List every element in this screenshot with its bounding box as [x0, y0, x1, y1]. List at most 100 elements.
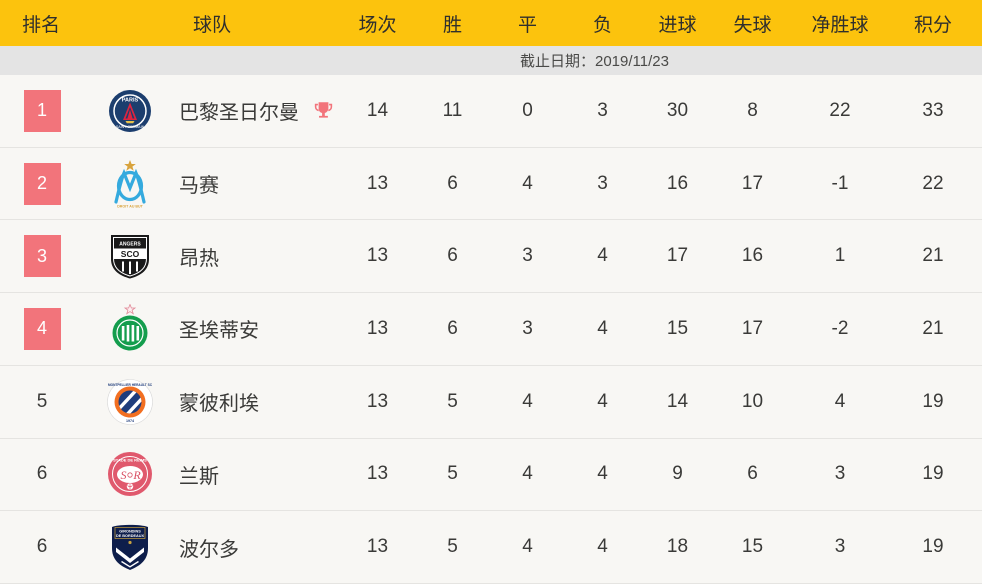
col-header-losses: 负 — [592, 14, 612, 36]
cell-draw: 3 — [522, 245, 533, 267]
cell-draw: 4 — [522, 172, 533, 194]
table-row: 6 STADE DE REIMS S R 兰斯 13 5 4 4 9 6 3 19 — [0, 439, 982, 512]
cell-loss: 4 — [597, 536, 608, 558]
cell-played: 13 — [366, 317, 389, 339]
rank-badge: 6 — [36, 463, 48, 485]
svg-text:PARIS: PARIS — [122, 97, 139, 103]
svg-text:SCO: SCO — [121, 249, 140, 259]
cell-goals_against: 16 — [741, 245, 764, 267]
team-cell: STADE DE REIMS S R 兰斯 — [84, 448, 340, 500]
team-logo — [106, 303, 154, 355]
svg-text:GIRONDINS: GIRONDINS — [119, 529, 141, 533]
cell-loss: 4 — [597, 317, 608, 339]
cell-loss: 4 — [597, 245, 608, 267]
rank-badge: 6 — [36, 536, 48, 558]
cell-goals_for: 18 — [666, 536, 689, 558]
rank-badge: 4 — [23, 307, 61, 350]
cell-played: 13 — [366, 463, 389, 485]
svg-text:DE BORDEAUX: DE BORDEAUX — [116, 534, 145, 538]
cell-points: 19 — [922, 536, 944, 558]
cell-goal_diff: -2 — [831, 317, 849, 339]
team-logo: STADE DE REIMS S R — [106, 448, 154, 500]
table-header: 排名 球队 场次 胜 平 负 进球 失球 净胜球 积分 — [0, 0, 982, 46]
team-name: 圣埃蒂安 — [179, 320, 259, 343]
cell-draw: 3 — [522, 317, 533, 339]
col-header-played: 场次 — [358, 14, 397, 36]
rank-cell: 5 — [0, 381, 84, 423]
cell-points: 19 — [922, 390, 944, 412]
table-row: 6 GIRONDINS DE BORDEAUX 波尔多 13 5 4 4 18 1… — [0, 511, 982, 584]
team-name: 昂热 — [179, 247, 219, 270]
cell-draw: 4 — [522, 463, 533, 485]
team-cell: GIRONDINS DE BORDEAUX 波尔多 — [84, 521, 340, 573]
rank-cell: 2 — [0, 162, 84, 205]
cell-goals_for: 16 — [666, 172, 689, 194]
cell-goals_for: 17 — [666, 245, 689, 267]
table-row: 5 MONTPELLIER HERAULT SC 1974 蒙彼利埃 13 5 4… — [0, 366, 982, 439]
cell-loss: 4 — [597, 390, 608, 412]
cell-goals_against: 8 — [747, 99, 758, 121]
team-name: 蒙彼利埃 — [179, 393, 259, 416]
svg-text:STADE DE REIMS: STADE DE REIMS — [113, 458, 147, 463]
cell-win: 6 — [447, 317, 458, 339]
svg-text:R: R — [132, 468, 141, 482]
team-cell: PARIS SAINT-GERMAIN 巴黎圣日尔曼 — [84, 85, 340, 137]
rank-cell: 1 — [0, 89, 84, 132]
table-row: 2 DROIT AU BUT 马赛 13 6 4 3 16 17 -1 22 — [0, 148, 982, 221]
standings-rows: 1 PARIS SAINT-GERMAIN 巴黎圣日尔曼 14 11 0 3 30… — [0, 75, 982, 584]
cell-played: 13 — [366, 390, 389, 412]
cell-played: 13 — [366, 536, 389, 558]
psg-logo: PARIS SAINT-GERMAIN — [109, 89, 151, 132]
rank-badge: 3 — [23, 235, 61, 278]
svg-text:1974: 1974 — [126, 418, 134, 422]
team-name: 波尔多 — [179, 538, 239, 561]
cell-goals_for: 30 — [666, 99, 689, 121]
marseille-logo: DROIT AU BUT — [114, 159, 146, 208]
reims-logo: STADE DE REIMS S R — [108, 452, 152, 497]
cell-goal_diff: 22 — [829, 99, 851, 121]
cell-goals_for: 15 — [666, 317, 689, 339]
svg-text:SAINT-GERMAIN: SAINT-GERMAIN — [116, 125, 145, 129]
cell-goal_diff: 4 — [834, 390, 846, 412]
cell-played: 13 — [366, 172, 389, 194]
cell-goal_diff: 1 — [834, 245, 846, 267]
rank-badge: 5 — [36, 390, 48, 412]
team-cell: 圣埃蒂安 — [84, 303, 340, 355]
cell-played: 13 — [366, 245, 389, 267]
cell-draw: 4 — [522, 536, 533, 558]
team-cell: ANGERS SCO 昂热 — [84, 230, 340, 282]
cell-loss: 3 — [597, 99, 608, 121]
cell-goal_diff: 3 — [834, 536, 846, 558]
col-header-goals-for: 进球 — [658, 14, 697, 36]
rank-cell: 4 — [0, 307, 84, 350]
col-header-goal-diff: 净胜球 — [811, 14, 869, 36]
cell-goals_for: 14 — [666, 390, 689, 412]
table-row: 4 圣埃蒂安 13 6 3 4 15 17 -2 21 — [0, 293, 982, 366]
col-header-draws: 平 — [517, 14, 537, 36]
cell-points: 22 — [922, 172, 944, 194]
cell-win: 11 — [442, 99, 463, 121]
svg-text:DROIT AU BUT: DROIT AU BUT — [117, 204, 143, 208]
svg-text:MONTPELLIER HERAULT SC: MONTPELLIER HERAULT SC — [108, 382, 153, 386]
rank-cell: 3 — [0, 235, 84, 278]
team-logo: MONTPELLIER HERAULT SC 1974 — [106, 376, 154, 428]
table-row: 3 ANGERS SCO 昂热 13 6 3 4 17 16 1 21 — [0, 220, 982, 294]
cell-win: 5 — [447, 463, 458, 485]
col-header-goals-against: 失球 — [733, 14, 772, 36]
cell-goals_against: 10 — [741, 390, 764, 412]
cell-win: 6 — [447, 172, 458, 194]
rank-cell: 6 — [0, 526, 84, 568]
team-logo: DROIT AU BUT — [106, 158, 154, 210]
cell-draw: 4 — [522, 390, 533, 412]
table-row: 1 PARIS SAINT-GERMAIN 巴黎圣日尔曼 14 11 0 3 30… — [0, 75, 982, 148]
col-header-wins: 胜 — [442, 14, 462, 36]
rank-badge: 1 — [23, 89, 61, 132]
team-logo: ANGERS SCO — [106, 230, 154, 282]
cell-goals_against: 6 — [747, 463, 758, 485]
cell-loss: 4 — [597, 463, 608, 485]
cell-win: 5 — [447, 390, 458, 412]
cell-played: 14 — [366, 99, 389, 121]
